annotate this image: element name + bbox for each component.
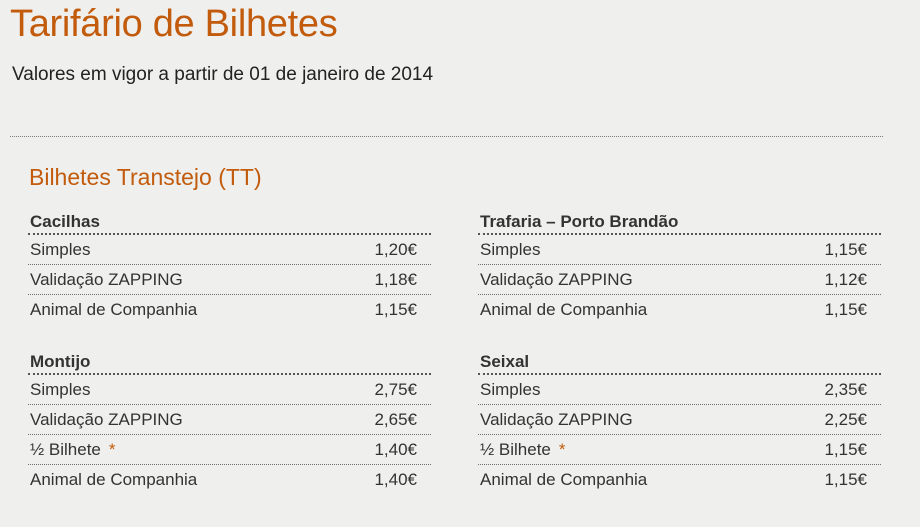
- table-header: Seixal: [478, 348, 881, 375]
- table-row: ½ Bilhete * 1,40€: [28, 435, 431, 465]
- fare-price: 2,25€: [824, 410, 867, 429]
- table-header: Trafaria – Porto Brandão: [478, 208, 881, 235]
- fare-label: Validação ZAPPING: [30, 270, 183, 289]
- fare-price: 1,15€: [824, 440, 867, 459]
- fare-price: 1,15€: [374, 300, 417, 319]
- table-row: Animal de Companhia 1,15€: [478, 295, 881, 325]
- fare-label: Simples: [480, 380, 541, 399]
- fare-label: Animal de Companhia: [30, 470, 198, 489]
- footnote-asterisk: *: [108, 440, 116, 459]
- fare-price: 2,65€: [374, 410, 417, 429]
- fare-label: Simples: [30, 380, 91, 399]
- table-row: Validação ZAPPING 2,65€: [28, 405, 431, 435]
- fare-table-montijo: Montijo Simples 2,75€ Validação ZAPPING …: [28, 348, 431, 495]
- section-title: Bilhetes Transtejo (TT): [29, 164, 262, 190]
- fare-label-text: ½ Bilhete: [480, 440, 551, 459]
- fare-label: Animal de Companhia: [30, 300, 198, 319]
- table-row: Validação ZAPPING 1,18€: [28, 265, 431, 295]
- table-header: Montijo: [28, 348, 431, 375]
- fare-label: Validação ZAPPING: [480, 270, 633, 289]
- fare-price: 1,12€: [824, 270, 867, 289]
- table-row: Validação ZAPPING 1,12€: [478, 265, 881, 295]
- fare-label: Animal de Companhia: [480, 470, 648, 489]
- table-row: Simples 2,35€: [478, 375, 881, 405]
- fare-label-text: ½ Bilhete: [30, 440, 101, 459]
- fare-label: Simples: [480, 240, 541, 259]
- fare-price: 1,15€: [824, 470, 867, 489]
- fare-label: ½ Bilhete *: [30, 435, 116, 464]
- fare-table-cacilhas: Cacilhas Simples 1,20€ Validação ZAPPING…: [28, 208, 431, 325]
- table-header: Cacilhas: [28, 208, 431, 235]
- fare-label: Animal de Companhia: [480, 300, 648, 319]
- page-subtitle: Valores em vigor a partir de 01 de janei…: [12, 64, 434, 85]
- fare-price: 1,40€: [374, 440, 417, 459]
- fare-price: 1,20€: [374, 240, 417, 259]
- fare-price: 2,35€: [824, 380, 867, 399]
- table-row: Simples 1,15€: [478, 235, 881, 265]
- fare-table-seixal: Seixal Simples 2,35€ Validação ZAPPING 2…: [478, 348, 881, 495]
- table-row: Animal de Companhia 1,40€: [28, 465, 431, 495]
- footnote-asterisk: *: [558, 440, 566, 459]
- table-row: Simples 1,20€: [28, 235, 431, 265]
- fare-price: 1,15€: [824, 300, 867, 319]
- fare-price: 1,40€: [374, 470, 417, 489]
- table-row: ½ Bilhete * 1,15€: [478, 435, 881, 465]
- fare-label: ½ Bilhete *: [480, 435, 566, 464]
- fare-price: 1,15€: [824, 240, 867, 259]
- fare-price: 2,75€: [374, 380, 417, 399]
- fare-label: Simples: [30, 240, 91, 259]
- table-row: Animal de Companhia 1,15€: [28, 295, 431, 325]
- fare-label: Validação ZAPPING: [480, 410, 633, 429]
- table-row: Simples 2,75€: [28, 375, 431, 405]
- table-row: Animal de Companhia 1,15€: [478, 465, 881, 495]
- page-title: Tarifário de Bilhetes: [10, 3, 338, 45]
- dotted-divider: [10, 136, 883, 137]
- fare-price: 1,18€: [374, 270, 417, 289]
- fare-table-trafaria: Trafaria – Porto Brandão Simples 1,15€ V…: [478, 208, 881, 325]
- table-row: Validação ZAPPING 2,25€: [478, 405, 881, 435]
- fare-label: Validação ZAPPING: [30, 410, 183, 429]
